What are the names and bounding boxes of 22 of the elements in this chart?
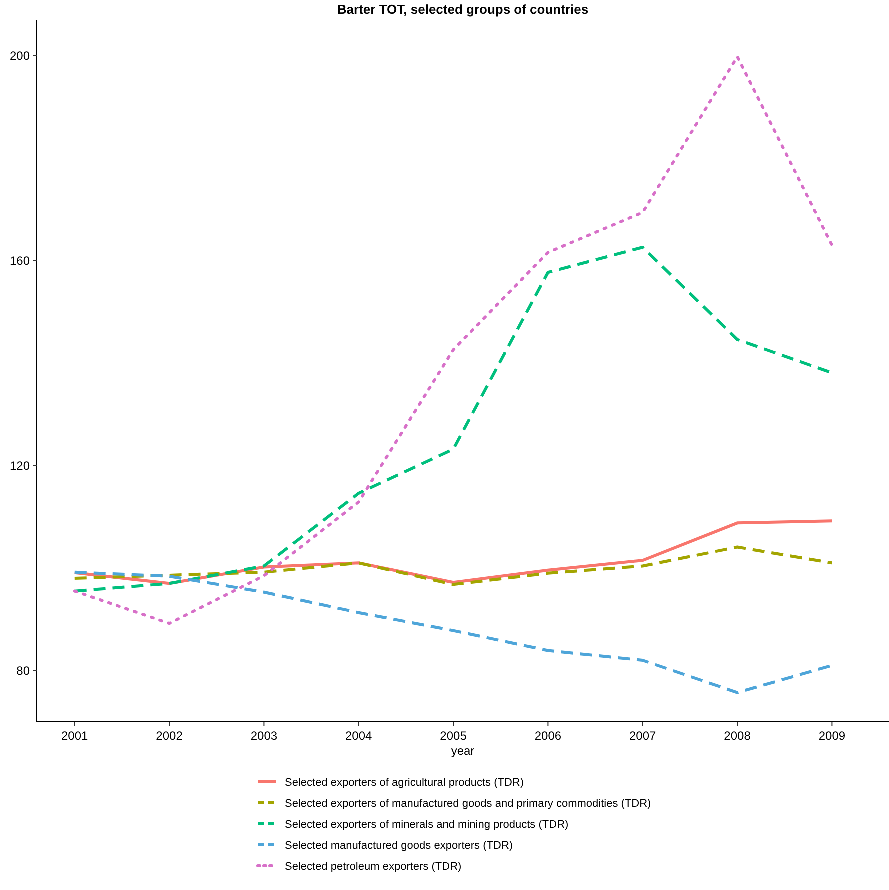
y-tick-label: 80 xyxy=(16,664,30,678)
legend-label: Selected exporters of minerals and mining products (TDR) xyxy=(285,819,569,831)
legend-label: Selected exporters of agricultural products (TDR) xyxy=(285,777,524,789)
x-tick-label: 2009 xyxy=(818,729,846,743)
x-tick-label: 2003 xyxy=(250,729,278,743)
x-tick-label: 2002 xyxy=(156,729,184,743)
x-tick-label: 2005 xyxy=(440,729,468,743)
x-tick-label: 2008 xyxy=(724,729,752,743)
x-tick-label: 2007 xyxy=(630,729,657,743)
x-tick-label: 2006 xyxy=(534,729,562,743)
y-tick-label: 120 xyxy=(10,458,30,473)
legend-label: Selected petroleum exporters (TDR) xyxy=(285,861,462,873)
y-tick-label: 200 xyxy=(10,48,30,63)
y-tick-label: 160 xyxy=(10,254,30,268)
x-tick-label: 2004 xyxy=(346,729,373,743)
chart-title: Barter TOT, selected groups of countries xyxy=(337,2,589,17)
line-series xyxy=(73,546,834,586)
x-tick-label: 2001 xyxy=(62,729,89,743)
legend-label: Selected exporters of manufactured goods and primary commodities (TDR) xyxy=(285,798,652,810)
legend-label: Selected manufactured goods exporters (TDR) xyxy=(285,840,514,852)
line-series xyxy=(73,55,834,626)
x-axis-title: year xyxy=(451,744,475,758)
